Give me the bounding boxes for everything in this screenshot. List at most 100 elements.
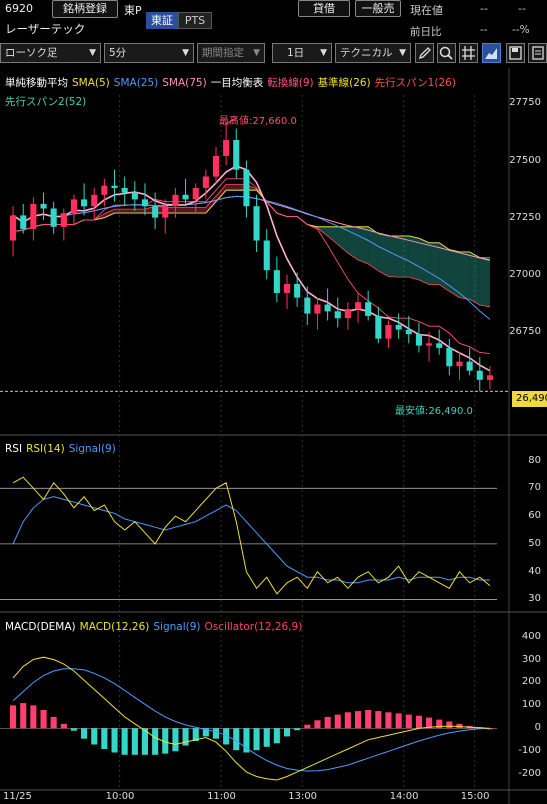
chevron-down-icon: ▼ <box>399 48 406 58</box>
macd-histogram-bar <box>30 705 37 729</box>
macd-histogram-bar <box>355 711 362 729</box>
macd-histogram-bar <box>172 728 179 752</box>
candle-body <box>101 185 108 195</box>
price-axis-label: 27000 <box>509 268 541 280</box>
macd-axis-label: 300 <box>521 653 541 665</box>
candle-body <box>263 240 270 271</box>
document-button[interactable] <box>528 43 547 63</box>
candle-body <box>192 188 199 200</box>
zoom-button[interactable] <box>437 43 456 63</box>
interval-select[interactable]: 5分 ▼ <box>104 43 194 63</box>
price-value: -- <box>480 2 488 15</box>
change-label: 前日比 <box>410 26 442 38</box>
ichimoku-cloud-segment <box>134 209 145 214</box>
candle-body <box>162 206 169 218</box>
macd-legend-item: Signal(9) <box>153 621 201 633</box>
main-legend-item: 先行スパン1(26) <box>374 77 456 89</box>
save-button[interactable] <box>506 43 525 63</box>
main-legend: 単純移動平均 SMA(5) SMA(25) SMA(75) 一目均衡表 転換線(9) 基準線… <box>5 75 515 115</box>
rsi-axis-label: 40 <box>528 565 541 577</box>
watchlist-register-button[interactable]: 銘柄登録 <box>52 0 118 18</box>
ichimoku-cloud-segment <box>358 226 369 264</box>
macd-signal-line <box>12 668 490 772</box>
margin-button[interactable]: 貸借 <box>298 0 350 17</box>
main-legend-item: 先行スパン2(52) <box>5 96 87 108</box>
ichimoku-cloud-segment <box>418 238 430 285</box>
high-price-label: 最高値:27,660.0 <box>219 116 297 127</box>
candle-body <box>111 185 118 188</box>
macd-legend-item: MACD(12,26) <box>79 621 150 633</box>
candle-body <box>212 156 219 177</box>
tab-pts[interactable]: PTS <box>178 12 212 29</box>
time-axis-label: 14:00 <box>389 791 419 802</box>
candle-body <box>334 311 341 319</box>
sma25-line <box>12 195 491 320</box>
candle-body <box>152 206 159 218</box>
ichimoku-cloud-segment <box>439 242 450 292</box>
rsi-line <box>12 476 491 595</box>
document-icon <box>532 46 544 60</box>
macd-histogram-bar <box>446 721 453 729</box>
grid-button[interactable] <box>459 43 478 63</box>
tab-tosho[interactable]: 東証 <box>146 12 178 29</box>
macd-histogram-bar <box>233 728 240 751</box>
change-percent: --% <box>512 24 530 36</box>
area-chart-button[interactable] <box>482 43 501 63</box>
macd-histogram-bar <box>304 724 311 729</box>
macd-histogram-bar <box>40 710 47 729</box>
rsi-legend: RSI RSI(14) Signal(9) <box>5 443 120 455</box>
technical-select[interactable]: テクニカル ▼ <box>335 43 411 63</box>
rsi-legend-item: RSI <box>5 443 23 455</box>
macd-histogram-bar <box>81 728 88 739</box>
low-price-label: 最安値:26,490.0 <box>395 406 473 417</box>
macd-histogram-bar <box>223 728 230 745</box>
macd-line <box>12 656 490 781</box>
candle-body <box>50 208 57 227</box>
time-axis-label: 15:00 <box>460 791 490 802</box>
ichimoku-cloud-segment <box>175 207 186 214</box>
ichimoku-cloud-segment <box>195 207 206 214</box>
candle-body <box>223 140 230 156</box>
candle-body <box>20 215 27 230</box>
ichimoku-cloud-segment <box>104 209 115 218</box>
macd-histogram-bar <box>375 711 382 729</box>
ichimoku-cloud-segment <box>459 251 470 300</box>
main-legend-item: 一目均衡表 <box>210 77 264 89</box>
general-sell-button[interactable]: 一般売 <box>355 0 401 17</box>
ichimoku-cloud-segment <box>347 226 358 260</box>
candle-body <box>81 199 88 207</box>
macd-histogram-bar <box>60 723 67 729</box>
candle-body <box>172 194 179 207</box>
macd-legend: MACD(DEMA) MACD(12,26) Signal(9) Oscillator… <box>5 621 306 633</box>
ichimoku-cloud-segment <box>429 242 440 285</box>
macd-histogram-bar <box>202 728 209 737</box>
macd-histogram-bar <box>395 713 402 729</box>
macd-histogram-bar <box>436 719 443 729</box>
macd-axis-label: 100 <box>521 699 541 711</box>
chevron-down-icon: ▼ <box>253 48 260 58</box>
time-axis-label: 13:00 <box>288 791 318 802</box>
change-value: -- <box>480 24 488 36</box>
ichimoku-cloud-segment <box>216 184 227 202</box>
range-select[interactable]: 1日 ▼ <box>272 43 332 63</box>
period-select[interactable]: 期間指定 ▼ <box>197 43 265 63</box>
candle-body <box>486 375 493 380</box>
candle-body <box>375 315 382 339</box>
rsi-axis-label: 30 <box>528 593 541 605</box>
macd-axis-label: 200 <box>521 676 541 688</box>
macd-histogram-bar <box>131 728 138 755</box>
candle-body <box>415 334 422 346</box>
macd-histogram-bar <box>212 728 219 739</box>
candle-body <box>344 309 351 319</box>
rsi-axis-label: 60 <box>528 510 541 522</box>
macd-histogram-bar <box>192 728 199 741</box>
stock-code: 6920 <box>5 2 33 15</box>
candle-body <box>202 176 209 188</box>
rsi-axis-label: 50 <box>528 537 541 549</box>
chart-type-select[interactable]: ローソク足 ▼ <box>0 43 101 63</box>
pencil-button[interactable] <box>415 43 434 63</box>
candle-body <box>131 192 138 200</box>
macd-histogram-bar <box>385 712 392 729</box>
macd-histogram-bar <box>415 715 422 729</box>
